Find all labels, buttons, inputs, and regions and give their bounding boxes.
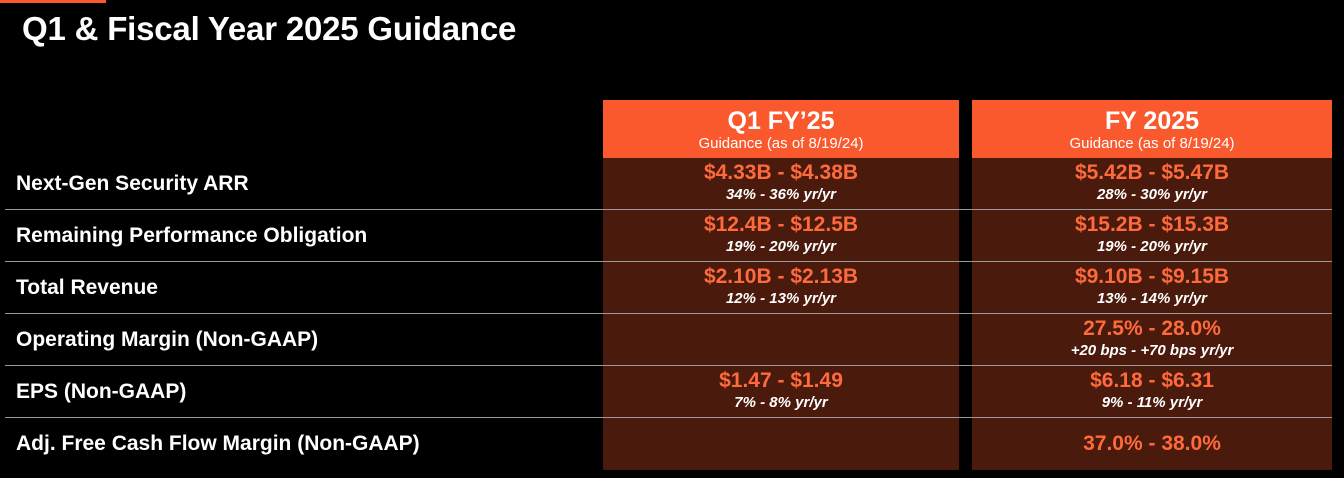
row-divider — [5, 365, 1332, 366]
fy-growth: 28% - 30% yr/yr — [1096, 186, 1208, 203]
row-divider — [5, 417, 1332, 418]
table-row-eps: EPS (Non-GAAP) $1.47 - $1.49 7% - 8% yr/… — [0, 366, 1344, 418]
fy-cell: $9.10B - $9.15B 13% - 14% yr/yr — [972, 262, 1332, 314]
q1-growth: 7% - 8% yr/yr — [734, 394, 828, 411]
table-row-operating-margin: Operating Margin (Non-GAAP) 27.5% - 28.0… — [0, 314, 1344, 366]
q1-column-subtitle: Guidance (as of 8/19/24) — [698, 135, 864, 152]
fy-cell: $6.18 - $6.31 9% - 11% yr/yr — [972, 366, 1332, 418]
fy-cell: 27.5% - 28.0% +20 bps - +70 bps yr/yr — [972, 314, 1332, 366]
fy-value: 27.5% - 28.0% — [1083, 317, 1221, 340]
q1-cell — [603, 314, 959, 366]
fy-column-header: FY 2025 Guidance (as of 8/19/24) — [972, 100, 1332, 158]
row-divider — [5, 313, 1332, 314]
q1-cell: $1.47 - $1.49 7% - 8% yr/yr — [603, 366, 959, 418]
row-label: EPS (Non-GAAP) — [16, 380, 187, 403]
table-row-next-gen-arr: Next-Gen Security ARR $4.33B - $4.38B 34… — [0, 158, 1344, 210]
q1-growth: 34% - 36% yr/yr — [725, 186, 837, 203]
fy-cell: $5.42B - $5.47B 28% - 30% yr/yr — [972, 158, 1332, 210]
fy-column-background — [972, 100, 1332, 470]
table-row-adj-fcf-margin: Adj. Free Cash Flow Margin (Non-GAAP) 37… — [0, 418, 1344, 470]
row-label: Remaining Performance Obligation — [16, 224, 368, 247]
fy-growth: +20 bps - +70 bps yr/yr — [1070, 342, 1234, 359]
q1-value: $4.33B - $4.38B — [703, 161, 859, 184]
fy-growth: 13% - 14% yr/yr — [1096, 290, 1208, 307]
table-row-rpo: Remaining Performance Obligation $12.4B … — [0, 210, 1344, 262]
q1-cell: $4.33B - $4.38B 34% - 36% yr/yr — [603, 158, 959, 210]
q1-cell: $2.10B - $2.13B 12% - 13% yr/yr — [603, 262, 959, 314]
q1-cell — [603, 418, 959, 470]
top-accent-bar — [0, 0, 106, 3]
q1-cell: $12.4B - $12.5B 19% - 20% yr/yr — [603, 210, 959, 262]
q1-value: $1.47 - $1.49 — [719, 369, 843, 392]
q1-column-background — [603, 100, 959, 470]
fy-value: $5.42B - $5.47B — [1074, 161, 1230, 184]
row-label: Total Revenue — [16, 276, 158, 299]
row-divider — [5, 209, 1332, 210]
fy-value: $6.18 - $6.31 — [1090, 369, 1214, 392]
q1-growth: 19% - 20% yr/yr — [725, 238, 837, 255]
row-label: Operating Margin (Non-GAAP) — [16, 328, 319, 351]
q1-value: $2.10B - $2.13B — [703, 265, 859, 288]
fy-column-subtitle: Guidance (as of 8/19/24) — [1069, 135, 1235, 152]
fy-growth: 19% - 20% yr/yr — [1096, 238, 1208, 255]
page-title: Q1 & Fiscal Year 2025 Guidance — [22, 10, 517, 47]
fy-value: 37.0% - 38.0% — [1083, 432, 1221, 455]
row-label: Adj. Free Cash Flow Margin (Non-GAAP) — [16, 432, 420, 455]
row-label: Next-Gen Security ARR — [16, 172, 249, 195]
row-divider — [5, 261, 1332, 262]
fy-growth: 9% - 11% yr/yr — [1101, 394, 1203, 411]
fy-cell: 37.0% - 38.0% — [972, 418, 1332, 470]
q1-growth: 12% - 13% yr/yr — [725, 290, 837, 307]
q1-column-title: Q1 FY’25 — [727, 107, 835, 135]
fy-cell: $15.2B - $15.3B 19% - 20% yr/yr — [972, 210, 1332, 262]
fy-column-title: FY 2025 — [1104, 107, 1200, 135]
fy-value: $15.2B - $15.3B — [1074, 213, 1230, 236]
q1-column-header: Q1 FY’25 Guidance (as of 8/19/24) — [603, 100, 959, 158]
q1-value: $12.4B - $12.5B — [703, 213, 859, 236]
fy-value: $9.10B - $9.15B — [1074, 265, 1230, 288]
table-row-total-revenue: Total Revenue $2.10B - $2.13B 12% - 13% … — [0, 262, 1344, 314]
